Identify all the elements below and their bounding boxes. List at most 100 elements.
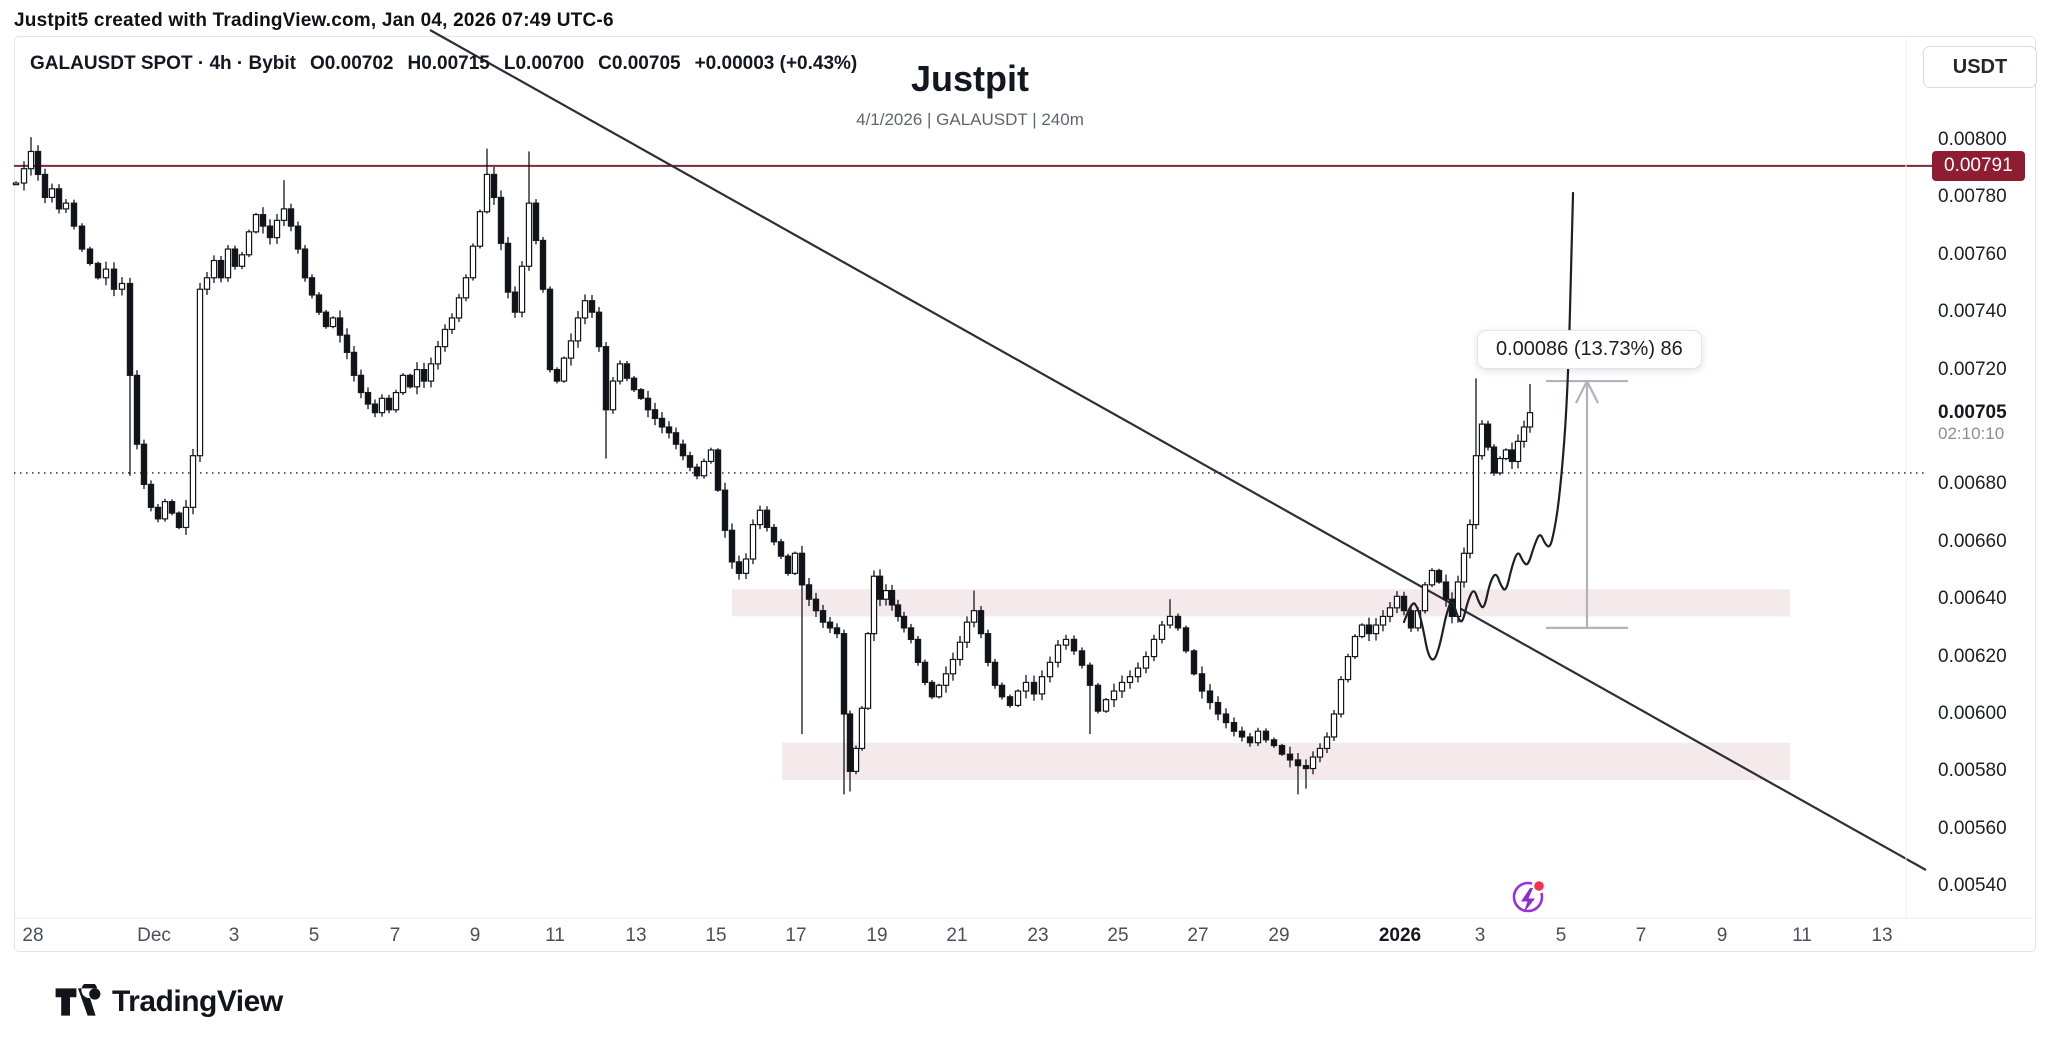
candle[interactable] — [1460, 547, 1468, 588]
candle[interactable] — [852, 745, 860, 775]
candle[interactable] — [1022, 674, 1030, 699]
candle[interactable] — [637, 387, 645, 401]
candle[interactable] — [427, 357, 435, 388]
candle[interactable] — [1166, 599, 1174, 629]
candle[interactable] — [560, 356, 568, 383]
candle[interactable] — [1030, 675, 1038, 701]
candle[interactable] — [102, 261, 110, 286]
candle[interactable] — [1174, 613, 1182, 631]
candle[interactable] — [1158, 621, 1166, 644]
candle[interactable] — [385, 394, 393, 414]
candle[interactable] — [308, 274, 316, 299]
candle[interactable] — [448, 313, 456, 335]
candle[interactable] — [1198, 666, 1206, 699]
currency-toggle-button[interactable]: USDT — [1923, 46, 2037, 88]
candle[interactable] — [336, 310, 344, 343]
candle[interactable] — [1150, 634, 1158, 662]
projection-drawing[interactable] — [1402, 191, 1575, 661]
candle[interactable] — [1508, 442, 1516, 469]
candle[interactable] — [984, 629, 992, 667]
candle[interactable] — [1238, 726, 1246, 742]
candle[interactable] — [1190, 649, 1198, 676]
candle[interactable] — [392, 389, 400, 413]
candle[interactable] — [406, 373, 414, 389]
candle[interactable] — [1478, 420, 1486, 460]
candle[interactable] — [315, 292, 323, 316]
candle[interactable] — [707, 447, 715, 464]
candle[interactable] — [749, 519, 757, 565]
candle[interactable] — [672, 427, 680, 450]
candle[interactable] — [553, 367, 561, 384]
candle[interactable] — [231, 245, 239, 270]
candle[interactable] — [574, 311, 582, 348]
candle[interactable] — [1358, 623, 1366, 639]
candle[interactable] — [287, 203, 295, 232]
candle[interactable] — [1344, 653, 1352, 683]
candle[interactable] — [483, 148, 491, 214]
candle[interactable] — [210, 255, 218, 283]
candle[interactable] — [1086, 662, 1094, 735]
candle[interactable] — [1094, 683, 1102, 714]
candle[interactable] — [539, 237, 547, 293]
candle[interactable] — [224, 245, 232, 282]
candle[interactable] — [490, 166, 498, 205]
candle[interactable] — [133, 370, 141, 450]
candle[interactable] — [70, 199, 78, 230]
candle[interactable] — [882, 584, 890, 606]
candle[interactable] — [686, 451, 694, 472]
candle[interactable] — [294, 221, 302, 254]
candle[interactable] — [20, 161, 28, 191]
candle[interactable] — [110, 262, 118, 297]
candle[interactable] — [616, 360, 624, 385]
candle[interactable] — [441, 324, 449, 352]
candle[interactable] — [1110, 683, 1118, 708]
candle[interactable] — [462, 274, 470, 302]
candle[interactable] — [679, 439, 687, 461]
candle[interactable] — [1182, 625, 1190, 654]
candle[interactable] — [1514, 434, 1522, 469]
candle[interactable] — [34, 145, 42, 181]
price-range-tool[interactable] — [1546, 379, 1628, 630]
candle[interactable] — [1214, 696, 1222, 721]
candle[interactable] — [588, 294, 596, 318]
candle[interactable] — [728, 523, 736, 569]
candle[interactable] — [949, 652, 957, 681]
candle[interactable] — [1118, 675, 1126, 698]
candle[interactable] — [420, 362, 428, 388]
candle[interactable] — [721, 482, 729, 538]
candle[interactable] — [970, 590, 978, 628]
candle[interactable] — [602, 342, 610, 459]
candle[interactable] — [1323, 732, 1331, 754]
candle[interactable] — [1006, 694, 1014, 708]
symbol-ohlc-row[interactable]: GALAUSDT SPOT · 4h · Bybit O0.00702 H0.007… — [30, 53, 871, 75]
candle[interactable] — [12, 181, 20, 186]
candle[interactable] — [693, 463, 701, 480]
candle[interactable] — [840, 629, 848, 795]
candle[interactable] — [1442, 574, 1450, 607]
candle[interactable] — [322, 309, 330, 329]
candle[interactable] — [658, 412, 666, 434]
candle[interactable] — [1294, 753, 1302, 795]
candle[interactable] — [777, 538, 785, 560]
candle[interactable] — [1222, 708, 1230, 729]
candle[interactable] — [1316, 743, 1324, 763]
candle[interactable] — [998, 682, 1006, 700]
candle[interactable] — [1046, 656, 1054, 683]
candle[interactable] — [273, 214, 281, 244]
candle[interactable] — [118, 277, 126, 296]
candle[interactable] — [1014, 689, 1022, 708]
candle[interactable] — [1246, 732, 1254, 747]
candle[interactable] — [1526, 383, 1534, 433]
candle[interactable] — [546, 286, 554, 373]
candle[interactable] — [266, 219, 274, 245]
candle[interactable] — [1466, 519, 1474, 559]
candle[interactable] — [651, 402, 659, 426]
candle[interactable] — [1262, 728, 1270, 743]
candle[interactable] — [196, 282, 204, 463]
candle[interactable] — [1407, 606, 1415, 632]
candle[interactable] — [864, 631, 872, 710]
candle[interactable] — [798, 545, 806, 735]
candle[interactable] — [756, 505, 764, 530]
candle[interactable] — [1206, 684, 1214, 710]
